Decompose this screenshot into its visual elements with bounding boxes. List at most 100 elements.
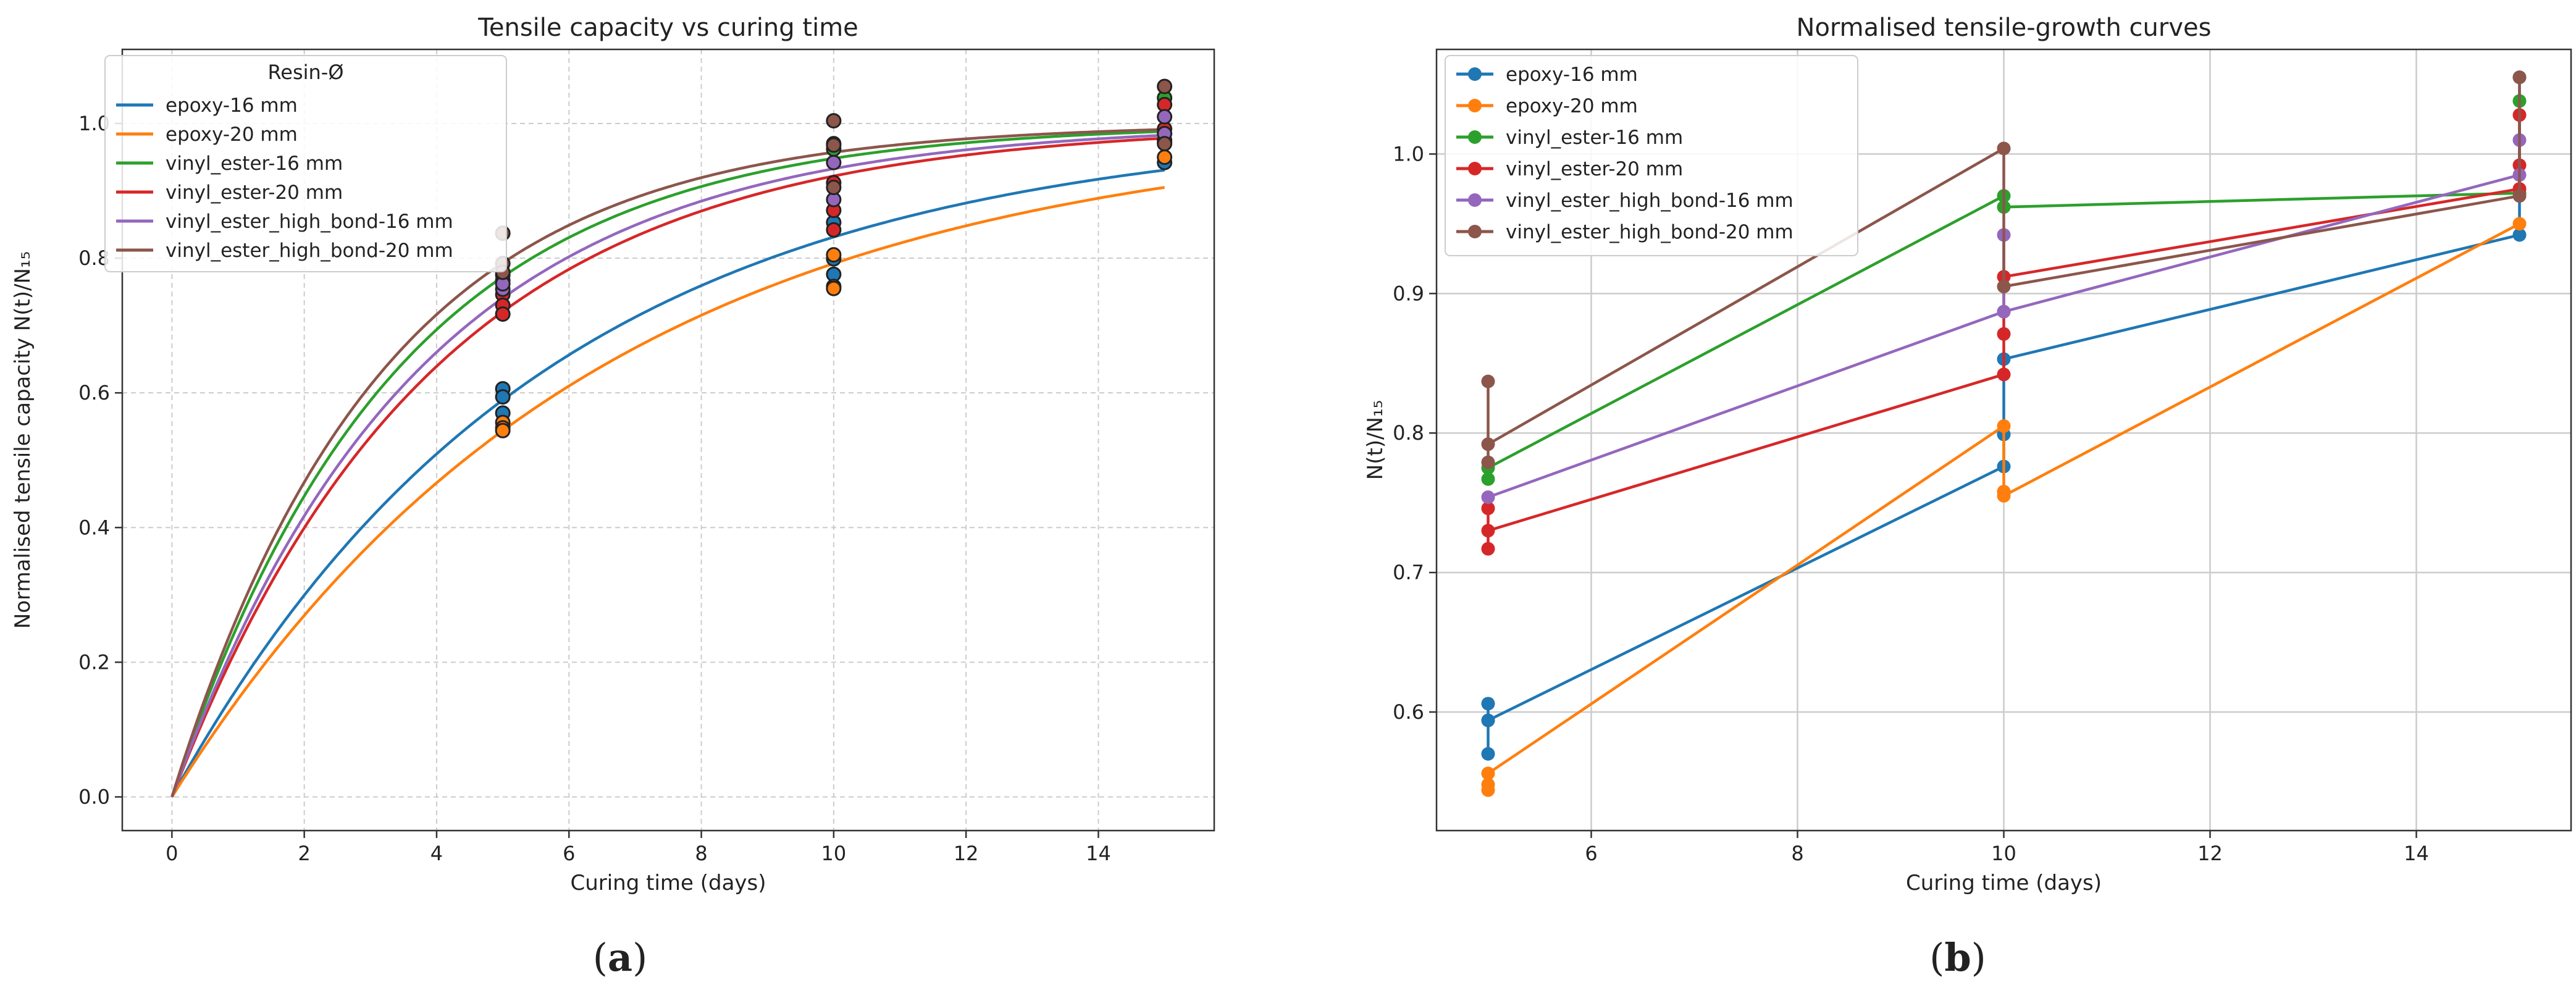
legend-marker xyxy=(1468,162,1482,175)
scatter-point xyxy=(826,180,842,196)
scatter-point xyxy=(1157,78,1173,94)
panel-b-caption: (b) xyxy=(1929,935,1986,980)
data-point xyxy=(1481,747,1495,761)
panel-a-caption-letter: a xyxy=(608,935,632,980)
plot-b-data xyxy=(1481,70,2527,797)
plot-b-legend: epoxy-16 mm epoxy-20 mm vinyl_ester-16 mm v… xyxy=(1445,55,1858,256)
data-point xyxy=(2512,70,2527,85)
scatter-point xyxy=(826,113,842,129)
y-tick-label: 0.2 xyxy=(78,650,110,674)
data-point xyxy=(1481,542,1495,556)
y-tick-label: 0.8 xyxy=(1393,421,1424,445)
legend-label: epoxy-16 mm xyxy=(166,94,298,117)
plot-a-title: Tensile capacity vs curing time xyxy=(477,14,858,42)
data-point xyxy=(1481,437,1495,451)
data-point xyxy=(1997,488,2011,503)
y-tick-label: 0.6 xyxy=(1393,700,1424,724)
data-point xyxy=(2512,189,2527,203)
x-tick-label: 10 xyxy=(1991,842,2016,865)
x-tick-label: 10 xyxy=(821,842,847,865)
plot-b-y-axis-label: N(t)/N₁₅ xyxy=(1363,400,1388,480)
x-tick-label: 12 xyxy=(954,842,979,865)
scatter-point xyxy=(495,422,511,438)
legend-label: vinyl_ester-20 mm xyxy=(1506,158,1683,180)
data-point xyxy=(1997,141,2011,156)
legend-label: vinyl_ester_high_bond-20 mm xyxy=(166,240,453,262)
y-tick-label: 1.0 xyxy=(1393,142,1424,166)
plot-b-ticks: 6 8 10 12 14 0.6 0.7 0.8 0.9 1.0 xyxy=(1393,142,2429,865)
x-tick-label: 4 xyxy=(430,842,443,865)
y-tick-label: 0.9 xyxy=(1393,282,1424,305)
plot-a-border xyxy=(121,48,1215,832)
panel-a-caption-close: ) xyxy=(632,935,647,980)
data-point xyxy=(1481,501,1495,516)
fit-curve xyxy=(170,186,1165,798)
data-point xyxy=(2512,217,2527,231)
data-point xyxy=(1997,280,2011,294)
x-tick-label: 6 xyxy=(563,842,575,865)
plot-a-legend-items: epoxy-16 mm epoxy-20 mm vinyl_ester-16 mm v… xyxy=(116,94,453,262)
legend-label: vinyl_ester-20 mm xyxy=(166,182,343,204)
plot-b-title: Normalised tensile-growth curves xyxy=(1797,14,2212,42)
data-point xyxy=(1481,374,1495,388)
legend-label: vinyl_ester_high_bond-20 mm xyxy=(1506,221,1794,243)
scatter-point xyxy=(826,137,842,153)
legend-label: vinyl_ester-16 mm xyxy=(166,153,343,175)
fit-curve xyxy=(170,133,1165,798)
data-point xyxy=(1481,697,1495,711)
plot-a-legend: Resin-Ø epoxy-16 mm epoxy-20 mm vinyl_este… xyxy=(104,55,507,272)
x-tick-label: 14 xyxy=(1086,842,1111,865)
x-tick-label: 14 xyxy=(2404,842,2429,865)
plot-b-x-axis-label: Curing time (days) xyxy=(1906,871,2102,895)
legend-label: epoxy-16 mm xyxy=(1506,64,1638,86)
scatter-point xyxy=(826,247,842,263)
panel-b-caption-letter: b xyxy=(1944,935,1971,980)
scatter-point xyxy=(1157,149,1173,165)
data-point xyxy=(1481,713,1495,727)
plot-a-x-axis-label: Curing time (days) xyxy=(570,871,766,895)
plot-b-legend-items: epoxy-16 mm epoxy-20 mm vinyl_ester-16 mm v… xyxy=(1456,64,1794,243)
x-tick-label: 6 xyxy=(1585,842,1597,865)
legend-label: epoxy-20 mm xyxy=(1506,95,1638,117)
legend-label: vinyl_ester_high_bond-16 mm xyxy=(166,211,453,233)
scatter-point xyxy=(495,389,511,405)
legend-marker xyxy=(1468,99,1482,112)
y-tick-label: 0.0 xyxy=(78,785,110,808)
scatter-point xyxy=(495,306,511,322)
plot-b-legend-box xyxy=(1445,55,1858,256)
fit-curve xyxy=(170,136,1165,798)
scatter-point xyxy=(1157,136,1173,152)
x-tick-label: 8 xyxy=(695,842,707,865)
x-tick-label: 8 xyxy=(1791,842,1803,865)
plot-a-legend-title: Resin-Ø xyxy=(267,61,343,84)
data-point xyxy=(1997,327,2011,341)
scatter-point xyxy=(826,222,842,238)
legend-marker xyxy=(1468,225,1482,238)
panel-b: 6 8 10 12 14 0.6 0.7 0.8 0.9 1.0 Normalised tensi… xyxy=(1363,14,2572,895)
data-point xyxy=(1481,777,1495,792)
x-tick-label: 12 xyxy=(2197,842,2223,865)
data-point xyxy=(1481,472,1495,486)
legend-label: epoxy-20 mm xyxy=(166,124,298,146)
panel-a-caption: (a) xyxy=(593,935,648,980)
data-point xyxy=(1481,766,1495,781)
data-point xyxy=(2512,228,2527,242)
x-tick-label: 0 xyxy=(166,842,178,865)
data-point xyxy=(1997,419,2011,433)
y-tick-label: 0.4 xyxy=(78,516,110,539)
data-point xyxy=(1481,524,1495,538)
data-point xyxy=(1997,367,2011,382)
plot-a-legend-box xyxy=(104,55,507,272)
plot-a-y-axis-label: Normalised tensile capacity N(t)/N₁₅ xyxy=(10,251,35,629)
y-tick-label: 0.6 xyxy=(78,381,110,404)
legend-marker xyxy=(1468,130,1482,144)
legend-marker xyxy=(1468,67,1482,81)
scatter-point xyxy=(826,154,842,170)
fit-curve xyxy=(170,169,1165,798)
legend-label: vinyl_ester_high_bond-16 mm xyxy=(1506,190,1794,212)
data-point xyxy=(1481,490,1495,505)
panel-b-caption-close: ) xyxy=(1971,935,1986,980)
x-tick-label: 2 xyxy=(298,842,310,865)
legend-marker xyxy=(1468,193,1482,207)
